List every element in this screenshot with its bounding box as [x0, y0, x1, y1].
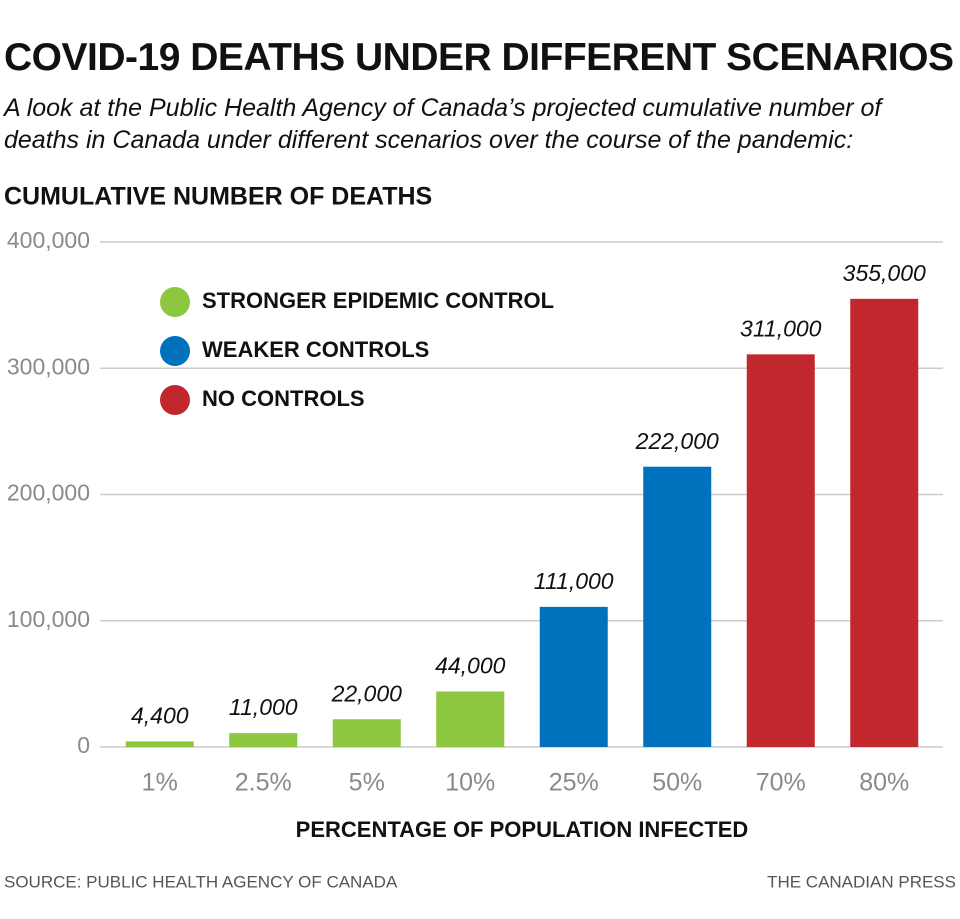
bar	[229, 733, 298, 747]
x-tick-label: 5%	[349, 769, 385, 797]
x-tick-label: 80%	[859, 769, 909, 797]
value-label: 311,000	[740, 315, 822, 341]
y-axis-title: CUMULATIVE NUMBER OF DEATHS	[4, 183, 432, 211]
bar	[332, 719, 401, 747]
x-tick-label: 2.5%	[235, 769, 292, 797]
value-label: 111,000	[534, 568, 614, 594]
y-tick-label: 100,000	[7, 606, 90, 632]
legend-label: NO CONTROLS	[202, 386, 365, 411]
y-tick-label: 0	[77, 732, 90, 758]
bar	[539, 606, 608, 747]
legend-label: STRONGER EPIDEMIC CONTROL	[202, 288, 554, 313]
legend-marker	[160, 385, 190, 415]
legend-label: WEAKER CONTROLS	[202, 337, 429, 362]
bar	[746, 354, 815, 747]
value-label: 4,400	[131, 703, 189, 729]
legend-marker	[160, 336, 190, 366]
x-tick-label: 10%	[445, 769, 495, 797]
y-tick-label: 400,000	[7, 227, 90, 253]
value-label: 11,000	[229, 694, 298, 720]
x-tick-label: 1%	[142, 769, 178, 797]
bar	[436, 691, 505, 747]
source: SOURCE: PUBLIC HEALTH AGENCY OF CANADA	[4, 872, 398, 891]
x-axis-title: PERCENTAGE OF POPULATION INFECTED	[296, 817, 749, 842]
x-tick-label: 50%	[652, 769, 702, 797]
value-label: 355,000	[843, 260, 926, 286]
bar	[850, 298, 919, 747]
value-label: 222,000	[635, 428, 719, 454]
x-tick-label: 70%	[756, 769, 806, 797]
y-tick-label: 300,000	[7, 353, 90, 379]
legend-marker	[160, 287, 190, 317]
y-tick-label: 200,000	[7, 480, 90, 506]
bar	[125, 741, 194, 747]
credit: THE CANADIAN PRESS	[767, 872, 956, 891]
x-tick-label: 25%	[549, 769, 599, 797]
value-label: 44,000	[435, 653, 506, 679]
bar	[643, 466, 712, 747]
chart-title: COVID-19 DEATHS UNDER DIFFERENT SCENARIO…	[4, 36, 954, 79]
chart-subtitle: A look at the Public Health Agency of Ca…	[4, 94, 882, 154]
value-label: 22,000	[331, 680, 403, 706]
